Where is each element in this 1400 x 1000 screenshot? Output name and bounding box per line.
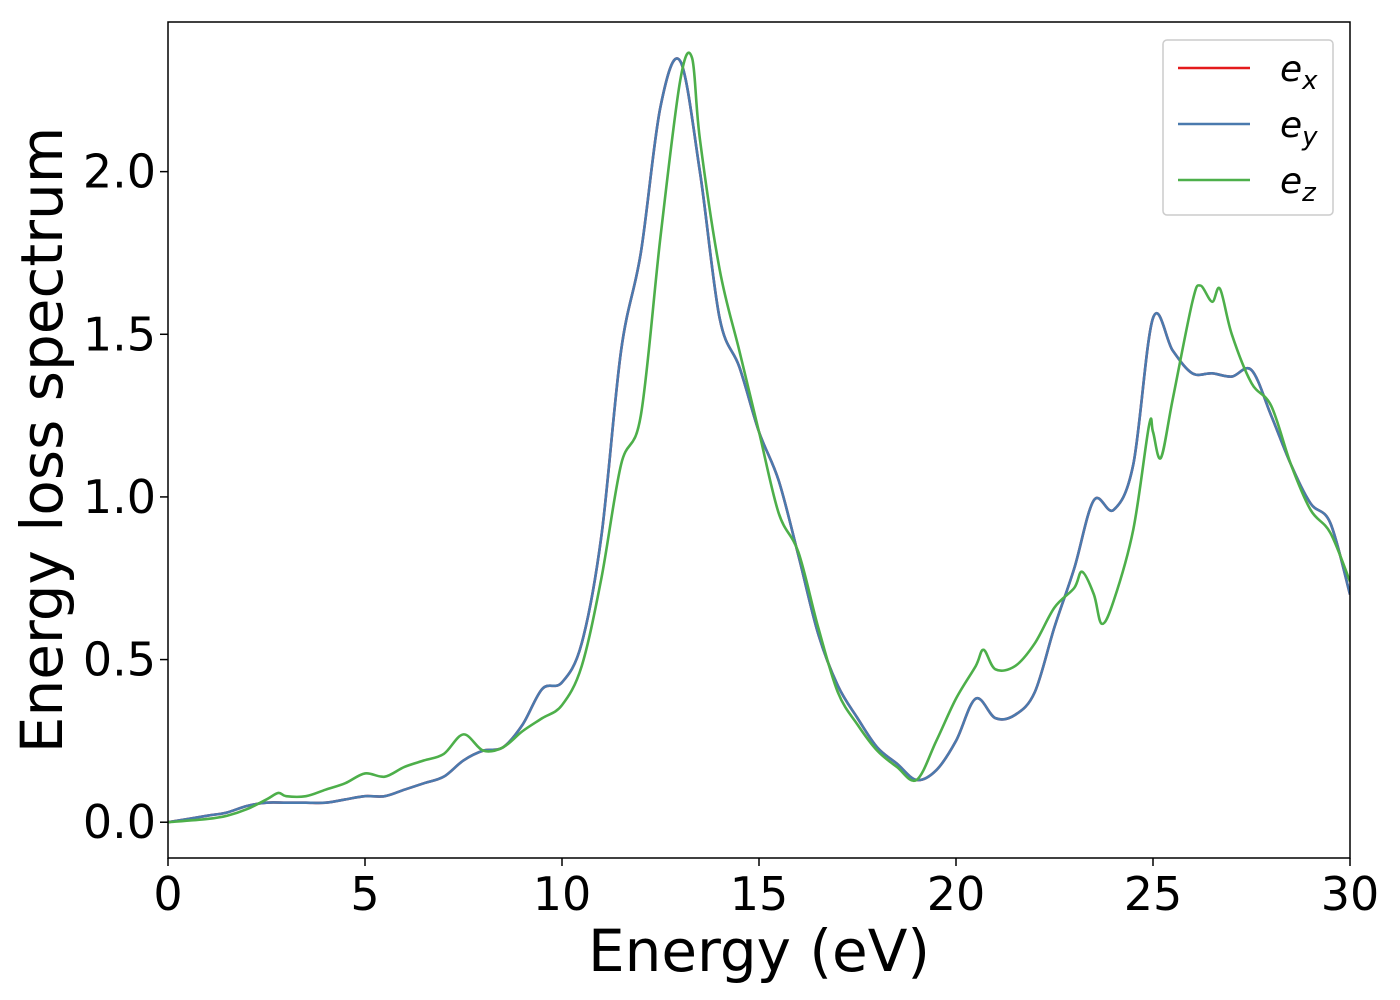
legend-label-base: e [1280, 49, 1302, 90]
x-tick-label: 5 [350, 867, 379, 921]
x-tick-label: 0 [153, 867, 182, 921]
x-tick-label: 30 [1321, 867, 1380, 921]
legend-label-y: ey [1280, 105, 1318, 152]
x-tick-label: 15 [730, 867, 789, 921]
x-tick-label: 10 [533, 867, 592, 921]
y-axis: 0.0 0.5 1.0 1.5 2.0 [83, 145, 168, 849]
series-line-z [168, 51, 1350, 824]
legend-label-base: e [1280, 105, 1302, 146]
x-axis-label: Energy (eV) [588, 917, 930, 985]
x-tick-label: 20 [927, 867, 986, 921]
y-tick-label: 0.5 [83, 633, 156, 687]
legend-label-subscript: x [1301, 66, 1318, 96]
legend-label-base: e [1280, 161, 1302, 202]
y-tick-label: 1.5 [83, 307, 156, 361]
y-tick-label: 0.0 [83, 795, 156, 849]
x-axis: 0 5 10 15 20 25 30 [153, 858, 1379, 921]
y-axis-label: Energy loss spectrum [8, 127, 76, 753]
x-tick-label: 25 [1124, 867, 1183, 921]
y-tick-label: 2.0 [83, 145, 156, 199]
legend-label-x: ex [1280, 49, 1318, 96]
y-tick-label: 1.0 [83, 470, 156, 524]
legend-box [1162, 39, 1334, 216]
legend-label-z: ez [1280, 161, 1317, 208]
series-layer [168, 51, 1350, 824]
legend-label-subscript: y [1301, 122, 1318, 152]
legend-label-subscript: z [1301, 178, 1317, 208]
